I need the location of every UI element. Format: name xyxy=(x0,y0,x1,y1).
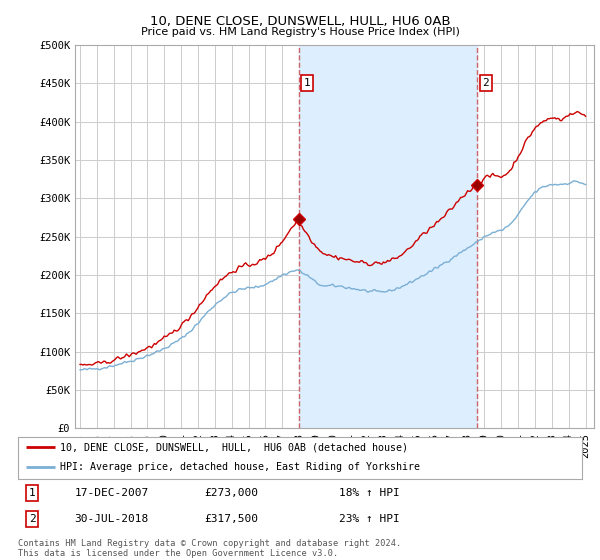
Text: 10, DENE CLOSE, DUNSWELL,  HULL,  HU6 0AB (detached house): 10, DENE CLOSE, DUNSWELL, HULL, HU6 0AB … xyxy=(60,442,409,452)
Text: £317,500: £317,500 xyxy=(204,514,258,524)
Text: Contains HM Land Registry data © Crown copyright and database right 2024.
This d: Contains HM Land Registry data © Crown c… xyxy=(18,539,401,558)
Text: £273,000: £273,000 xyxy=(204,488,258,498)
Text: 17-DEC-2007: 17-DEC-2007 xyxy=(74,488,149,498)
Text: Price paid vs. HM Land Registry's House Price Index (HPI): Price paid vs. HM Land Registry's House … xyxy=(140,27,460,38)
Text: 2: 2 xyxy=(29,514,35,524)
Text: 30-JUL-2018: 30-JUL-2018 xyxy=(74,514,149,524)
Text: 18% ↑ HPI: 18% ↑ HPI xyxy=(340,488,400,498)
Text: 2: 2 xyxy=(482,78,489,88)
Bar xyxy=(299,45,478,428)
Text: 10, DENE CLOSE, DUNSWELL, HULL, HU6 0AB: 10, DENE CLOSE, DUNSWELL, HULL, HU6 0AB xyxy=(149,15,451,28)
Text: 1: 1 xyxy=(29,488,35,498)
Text: HPI: Average price, detached house, East Riding of Yorkshire: HPI: Average price, detached house, East… xyxy=(60,462,420,472)
Text: 23% ↑ HPI: 23% ↑ HPI xyxy=(340,514,400,524)
Text: 1: 1 xyxy=(304,78,310,88)
